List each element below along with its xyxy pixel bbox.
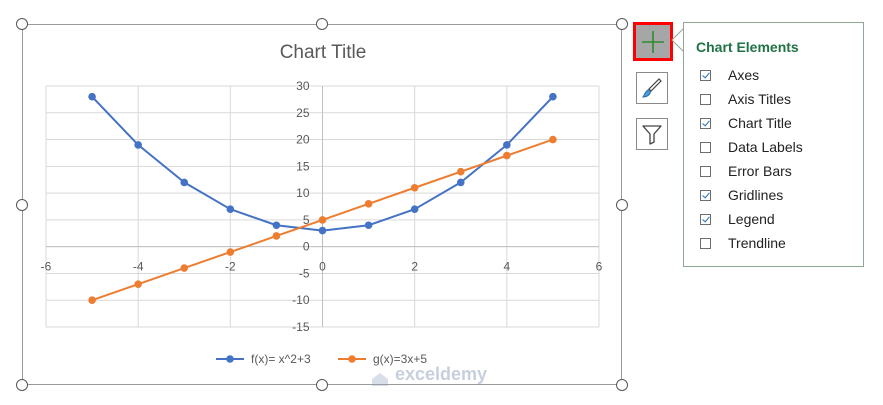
chart-element-option[interactable]: Chart Title bbox=[700, 113, 792, 133]
y-tick-label: -5 bbox=[299, 266, 310, 280]
watermark-logo bbox=[372, 373, 388, 386]
panel-title: Chart Elements bbox=[696, 39, 799, 55]
option-checkbox[interactable] bbox=[700, 237, 711, 249]
resize-handle[interactable] bbox=[616, 379, 628, 391]
chart-element-option[interactable]: Gridlines bbox=[700, 185, 783, 205]
chart-element-option[interactable]: Error Bars bbox=[700, 161, 792, 181]
chart-elements-button[interactable] bbox=[633, 22, 673, 61]
chart-element-option[interactable]: Data Labels bbox=[700, 137, 803, 157]
data-point bbox=[134, 141, 142, 149]
filter-icon bbox=[642, 125, 662, 145]
option-checkbox[interactable] bbox=[700, 69, 711, 81]
data-point bbox=[180, 178, 189, 187]
x-tick-label: 2 bbox=[411, 260, 418, 274]
checkmark-icon bbox=[702, 70, 710, 78]
option-label: Axis Titles bbox=[728, 91, 792, 107]
data-point bbox=[272, 232, 281, 240]
x-tick-label: -2 bbox=[225, 260, 236, 274]
data-point bbox=[364, 221, 373, 230]
resize-handle[interactable] bbox=[616, 18, 628, 30]
chart-styles-button[interactable] bbox=[636, 72, 668, 104]
legend-label[interactable]: f(x)= x^2+3 bbox=[251, 352, 311, 366]
data-point bbox=[503, 141, 511, 149]
y-tick-label: 15 bbox=[296, 159, 310, 173]
data-point bbox=[364, 200, 373, 208]
data-point bbox=[456, 167, 465, 176]
watermark-icon bbox=[372, 373, 388, 386]
resize-handle[interactable] bbox=[16, 379, 28, 391]
option-label: Trendline bbox=[728, 235, 786, 251]
data-point bbox=[226, 205, 235, 213]
data-point bbox=[88, 296, 96, 305]
chart-title[interactable]: Chart Title bbox=[280, 42, 367, 63]
option-label: Error Bars bbox=[728, 163, 792, 179]
brush-icon bbox=[641, 78, 662, 98]
checkmark-icon bbox=[702, 214, 710, 222]
option-checkbox[interactable] bbox=[700, 117, 711, 129]
chart-filters-button[interactable] bbox=[636, 118, 668, 150]
data-point bbox=[503, 151, 511, 160]
legend-label[interactable]: g(x)=3x+5 bbox=[373, 352, 427, 366]
chart-element-option[interactable]: Axis Titles bbox=[700, 89, 791, 109]
y-tick-label: 0 bbox=[303, 240, 310, 254]
resize-handle[interactable] bbox=[316, 379, 328, 391]
option-label: Gridlines bbox=[728, 187, 784, 203]
checkmark-icon bbox=[702, 118, 710, 126]
watermark-text: exceldemy bbox=[395, 364, 487, 384]
chart-element-option[interactable]: Trendline bbox=[700, 233, 786, 253]
plus-icon bbox=[642, 30, 664, 53]
data-point bbox=[318, 216, 327, 224]
x-tick-label: 6 bbox=[596, 260, 603, 274]
data-point bbox=[226, 248, 235, 256]
y-tick-label: 25 bbox=[296, 106, 310, 120]
x-tick-label: -6 bbox=[41, 260, 52, 274]
data-point bbox=[272, 221, 281, 230]
chart-element-option[interactable]: Axes bbox=[700, 65, 759, 85]
resize-handle[interactable] bbox=[316, 18, 328, 30]
checkmark-icon bbox=[702, 190, 710, 198]
x-tick-label: -4 bbox=[133, 260, 144, 274]
legend-marker bbox=[348, 355, 356, 363]
data-point bbox=[456, 178, 465, 187]
y-tick-label: 10 bbox=[296, 186, 310, 200]
resize-handle[interactable] bbox=[16, 18, 28, 30]
data-point bbox=[410, 205, 419, 213]
y-tick-label: 20 bbox=[296, 133, 310, 147]
option-label: Chart Title bbox=[728, 115, 792, 131]
option-checkbox[interactable] bbox=[700, 165, 711, 177]
data-point bbox=[549, 135, 557, 144]
data-point bbox=[88, 92, 96, 101]
option-checkbox[interactable] bbox=[700, 93, 711, 105]
y-tick-label: 30 bbox=[296, 79, 310, 93]
data-point bbox=[180, 264, 189, 272]
data-point bbox=[549, 92, 557, 101]
y-tick-label: -10 bbox=[292, 293, 310, 307]
chart-plot[interactable]: -6 -4 -2 0 2 4 6 -15 -10 -5 0 5 10 15 20 25 30 Chart Titl… bbox=[23, 25, 623, 386]
option-checkbox[interactable] bbox=[700, 213, 711, 225]
data-point bbox=[410, 183, 419, 192]
option-label: Legend bbox=[728, 211, 775, 227]
chart-elements-panel: Chart Elements Axes Axis Titles Chart Titl… bbox=[683, 22, 864, 267]
chart-area[interactable]: -6 -4 -2 0 2 4 6 -15 -10 -5 0 5 10 15 20 25 30 Chart Titl… bbox=[22, 24, 623, 386]
resize-handle[interactable] bbox=[616, 199, 628, 211]
data-point bbox=[134, 280, 142, 288]
y-tick-label: -15 bbox=[292, 320, 310, 334]
legend-marker bbox=[226, 355, 234, 363]
option-label: Data Labels bbox=[728, 139, 803, 155]
y-tick-label: 5 bbox=[303, 213, 310, 227]
option-checkbox[interactable] bbox=[700, 141, 711, 153]
option-label: Axes bbox=[728, 67, 760, 83]
data-point bbox=[318, 226, 327, 235]
option-checkbox[interactable] bbox=[700, 189, 711, 201]
x-tick-label: 4 bbox=[503, 260, 510, 274]
x-tick-label: 0 bbox=[319, 260, 326, 274]
resize-handle[interactable] bbox=[16, 199, 28, 211]
chart-element-option[interactable]: Legend bbox=[700, 209, 775, 229]
